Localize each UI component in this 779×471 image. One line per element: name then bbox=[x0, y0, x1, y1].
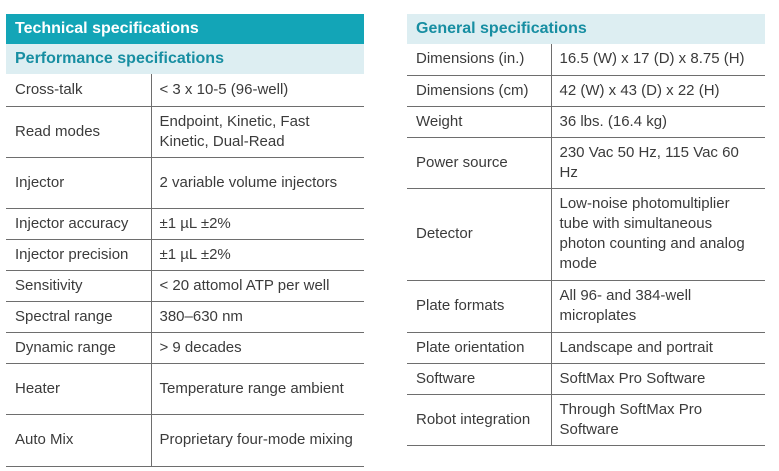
spec-value: 36 lbs. (16.4 kg) bbox=[551, 106, 765, 138]
spec-value: 380–630 nm bbox=[151, 301, 364, 333]
table-row: Plate formats All 96- and 384-well micro… bbox=[407, 280, 765, 333]
general-specifications-title: General specifications bbox=[407, 14, 765, 44]
spec-label: Auto Mix bbox=[6, 414, 152, 467]
table-row: Spectral range 380–630 nm bbox=[6, 301, 364, 333]
spec-value: < 20 attomol ATP per well bbox=[151, 270, 364, 302]
spec-value: 230 Vac 50 Hz, 115 Vac 60 Hz bbox=[551, 137, 765, 189]
table-row: Detector Low-noise photomultiplier tube … bbox=[407, 188, 765, 281]
table-row: Robot integration Through SoftMax Pro So… bbox=[407, 394, 765, 446]
general-specifications-section: General specifications Dimensions (in.) … bbox=[407, 14, 765, 446]
spec-label: Injector bbox=[6, 157, 152, 209]
table-row: Read modes Endpoint, Kinetic, Fast Kinet… bbox=[6, 106, 364, 158]
table-row: Dimensions (in.) 16.5 (W) x 17 (D) x 8.7… bbox=[407, 44, 765, 76]
spec-value: Temperature range ambient bbox=[151, 363, 364, 415]
table-row: Dynamic range > 9 decades bbox=[6, 332, 364, 364]
spec-value: SoftMax Pro Software bbox=[551, 363, 765, 395]
spec-label: Dynamic range bbox=[6, 332, 152, 364]
spec-label: Dimensions (cm) bbox=[407, 75, 552, 107]
table-row: Injector precision ±1 µL ±2% bbox=[6, 239, 364, 271]
spec-value: Landscape and portrait bbox=[551, 332, 765, 364]
spec-label: Power source bbox=[407, 137, 552, 189]
spec-value: ±1 µL ±2% bbox=[151, 239, 364, 271]
spec-label: Software bbox=[407, 363, 552, 395]
table-row: Plate orientation Landscape and portrait bbox=[407, 332, 765, 364]
spec-label: Dimensions (in.) bbox=[407, 44, 552, 76]
spec-label: Plate orientation bbox=[407, 332, 552, 364]
table-row: Weight 36 lbs. (16.4 kg) bbox=[407, 106, 765, 138]
table-row: Sensitivity < 20 attomol ATP per well bbox=[6, 270, 364, 302]
spec-label: Sensitivity bbox=[6, 270, 152, 302]
table-row: Injector accuracy ±1 µL ±2% bbox=[6, 208, 364, 240]
spec-value: 42 (W) x 43 (D) x 22 (H) bbox=[551, 75, 765, 107]
spec-value: 16.5 (W) x 17 (D) x 8.75 (H) bbox=[551, 44, 765, 76]
table-row: Power source 230 Vac 50 Hz, 115 Vac 60 H… bbox=[407, 137, 765, 189]
spec-label: Cross-talk bbox=[6, 74, 152, 107]
spec-value: ±1 µL ±2% bbox=[151, 208, 364, 240]
spec-value: All 96- and 384-well microplates bbox=[551, 280, 765, 333]
spec-label: Heater bbox=[6, 363, 152, 415]
spec-label: Injector accuracy bbox=[6, 208, 152, 240]
spec-label: Read modes bbox=[6, 106, 152, 158]
spec-value: Through SoftMax Pro Software bbox=[551, 394, 765, 446]
spec-value: Endpoint, Kinetic, Fast Kinetic, Dual-Re… bbox=[151, 106, 364, 158]
table-row: Dimensions (cm) 42 (W) x 43 (D) x 22 (H) bbox=[407, 75, 765, 107]
table-row: Software SoftMax Pro Software bbox=[407, 363, 765, 395]
table-row: Auto Mix Proprietary four-mode mixing bbox=[6, 414, 364, 467]
table-row: Cross-talk < 3 x 10-5 (96-well) bbox=[6, 74, 364, 107]
table-row: Injector 2 variable volume injectors bbox=[6, 157, 364, 209]
spec-value: 2 variable volume injectors bbox=[151, 157, 364, 209]
general-specifications-table: Dimensions (in.) 16.5 (W) x 17 (D) x 8.7… bbox=[407, 44, 765, 446]
technical-specifications-section: Technical specifications Performance spe… bbox=[6, 14, 364, 467]
spec-value: > 9 decades bbox=[151, 332, 364, 364]
spec-label: Spectral range bbox=[6, 301, 152, 333]
spec-label: Injector precision bbox=[6, 239, 152, 271]
spec-label: Weight bbox=[407, 106, 552, 138]
performance-specifications-subtitle: Performance specifications bbox=[6, 44, 364, 74]
spec-label: Plate formats bbox=[407, 280, 552, 333]
technical-specifications-title: Technical specifications bbox=[6, 14, 364, 44]
spec-value: Proprietary four-mode mixing bbox=[151, 414, 364, 467]
spec-value: Low-noise photomultiplier tube with simu… bbox=[551, 188, 765, 281]
performance-specifications-table: Cross-talk < 3 x 10-5 (96-well) Read mod… bbox=[6, 74, 364, 467]
spec-label: Detector bbox=[407, 188, 552, 281]
spec-label: Robot integration bbox=[407, 394, 552, 446]
table-row: Heater Temperature range ambient bbox=[6, 363, 364, 415]
spec-value: < 3 x 10-5 (96-well) bbox=[151, 74, 364, 107]
